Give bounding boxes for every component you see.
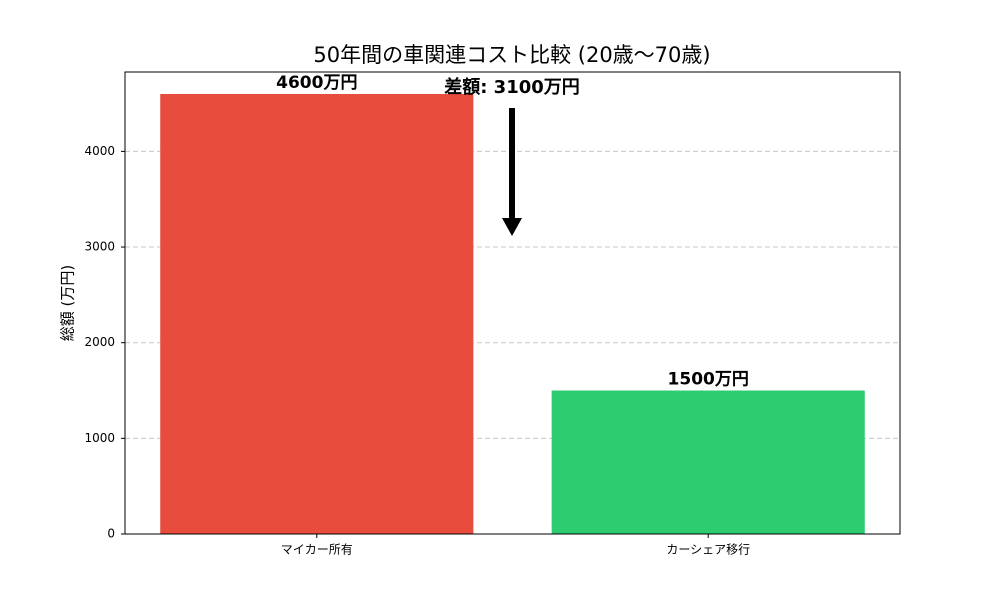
bars [160,94,865,534]
y-axis-label: 総額 (万円) [59,265,77,341]
plot-frame [124,71,901,535]
y-tick-label: 1000 [84,431,115,445]
bar [160,94,474,534]
x-tick-label: カーシェア移行 [666,543,750,557]
annotation: 差額: 3100万円 [444,76,580,98]
value-label: 4600万円 [276,73,357,93]
y-tick-label: 3000 [84,240,115,254]
y-tick-label: 0 [107,527,115,541]
y-tick-label: 2000 [84,335,115,349]
y-tick-label: 4000 [84,144,115,158]
arrow-head [502,218,522,236]
value-label: 1500万円 [668,370,749,390]
bar [551,390,865,534]
chart-title: 50年間の車関連コスト比較 (20歳〜70歳) [313,43,710,67]
x-tick-label: マイカー所有 [281,543,353,557]
